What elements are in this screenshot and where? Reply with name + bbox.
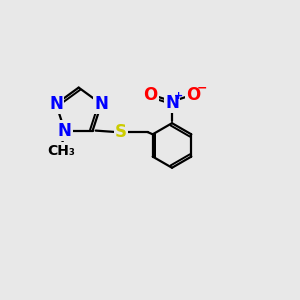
Text: N: N <box>165 94 179 112</box>
Text: S: S <box>115 123 127 141</box>
Text: O: O <box>143 85 158 103</box>
Text: N: N <box>94 95 108 113</box>
Text: N: N <box>49 95 63 113</box>
Text: CH₃: CH₃ <box>47 143 75 158</box>
Text: O: O <box>186 85 200 103</box>
Text: −: − <box>196 82 207 94</box>
Text: +: + <box>174 92 183 101</box>
Text: N: N <box>58 122 72 140</box>
